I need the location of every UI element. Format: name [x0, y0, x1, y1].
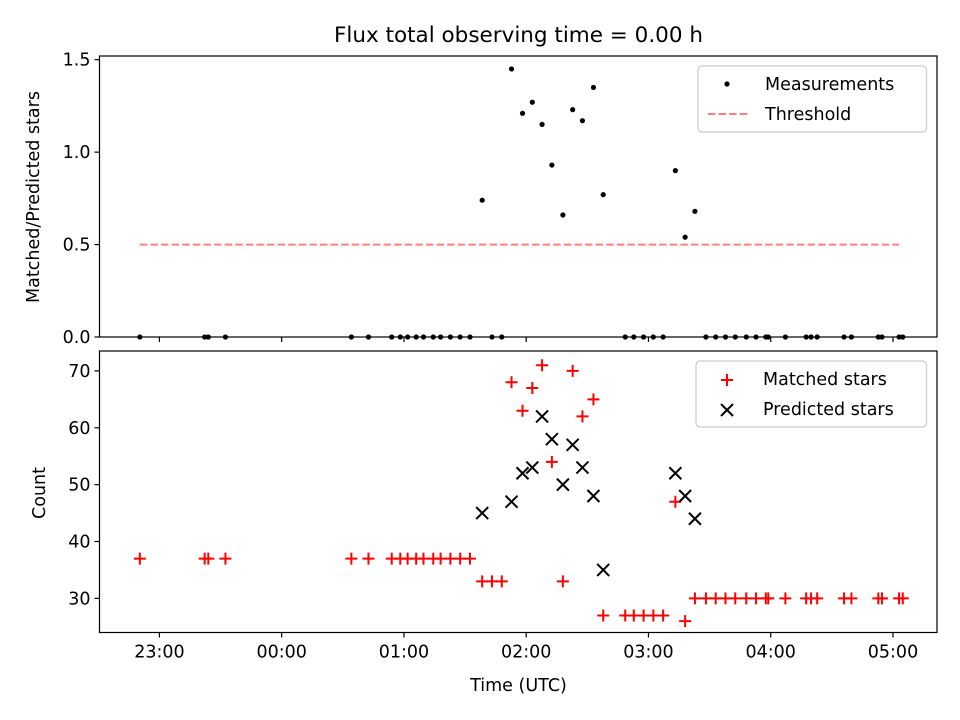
- ratio-legend: Measurements Threshold: [697, 65, 928, 133]
- predicted-stars-point: [525, 460, 540, 475]
- matched-stars-point: [556, 575, 569, 588]
- matched-stars-point: [688, 592, 701, 605]
- x-tick-label: 04:00: [746, 643, 796, 663]
- counts-y-tick-label: 60: [68, 419, 90, 439]
- predicted-stars-point: [475, 506, 489, 520]
- matched-stars-point: [526, 381, 539, 394]
- counts-legend: Matched stars Predicted stars: [695, 360, 928, 428]
- ratio-y-tick-label: 1.5: [63, 51, 91, 71]
- predicted-stars-point: [535, 409, 549, 424]
- counts-y-tick-label: 70: [68, 362, 90, 382]
- legend-matched-marker: [721, 374, 733, 386]
- x-tick-label: 01:00: [379, 643, 429, 663]
- predicted-stars-point: [688, 512, 702, 526]
- counts-axes-frame: [98, 350, 938, 634]
- measurements-point: [549, 162, 555, 168]
- measurements-point: [570, 107, 576, 113]
- predicted-stars-point: [515, 466, 530, 480]
- matched-stars-point: [845, 592, 858, 605]
- matched-stars-point: [345, 552, 358, 565]
- legend-predicted-label: Predicted stars: [763, 400, 894, 420]
- measurements-point: [692, 208, 698, 214]
- matched-stars-point: [516, 404, 529, 417]
- legend-measurements-marker: [724, 81, 730, 87]
- chart-title: Flux total observing time = 0.00 h: [334, 23, 703, 48]
- counts-y-tick-label: 50: [68, 476, 90, 496]
- counts-y-tick-label: 40: [68, 533, 90, 553]
- x-tick-label: 00:00: [256, 643, 306, 663]
- matched-stars-point: [729, 592, 742, 605]
- legend-matched-label: Matched stars: [763, 370, 887, 390]
- predicted-stars-point: [504, 494, 519, 509]
- predicted-stars-point: [556, 477, 570, 492]
- matched-stars-point: [505, 376, 518, 389]
- ratio-x-ticks: [158, 337, 894, 342]
- measurements-point: [600, 192, 606, 198]
- measurements-point: [479, 197, 485, 203]
- panel-counts: 30 40 50 60 70 23:00 00:00 01:00 02:00 03:00 04:0…: [30, 350, 938, 696]
- matched-stars-point: [762, 592, 775, 605]
- counts-x-ticks: 23:00 00:00 01:00 02:00 03:00 04:00 05:00: [134, 632, 918, 663]
- ratio-legend-frame: [697, 65, 928, 133]
- matched-stars-point: [362, 552, 375, 565]
- measurements-point: [590, 84, 597, 91]
- ratio-plot-area: [137, 66, 906, 340]
- predicted-stars-point: [545, 432, 559, 446]
- matched-stars-point: [566, 364, 579, 377]
- matched-stars-point: [896, 592, 909, 605]
- matched-stars-point: [657, 609, 670, 622]
- predicted-stars-point: [565, 438, 580, 452]
- matched-stars-point: [536, 359, 549, 372]
- x-tick-label: 02:00: [501, 643, 551, 663]
- matched-stars-point: [545, 455, 558, 468]
- matched-stars-point: [587, 393, 600, 406]
- matched-stars-point: [875, 592, 888, 605]
- measurements-point: [682, 234, 688, 240]
- measurements-point: [539, 121, 545, 128]
- ratio-y-tick-label: 0.0: [63, 328, 91, 348]
- counts-y-axis-label: Count: [30, 467, 50, 519]
- matched-stars-point: [779, 592, 792, 605]
- predicted-stars-point: [586, 489, 601, 503]
- matched-stars-point: [576, 410, 589, 423]
- matched-stars-point: [202, 552, 215, 565]
- ratio-y-ticks: 0.0 0.5 1.0 1.5: [63, 51, 100, 348]
- ratio-y-tick-label: 0.5: [63, 236, 91, 256]
- matched-stars-point: [219, 552, 232, 565]
- legend-predicted-marker: [720, 403, 734, 417]
- measurements-point: [529, 99, 535, 105]
- matched-stars-point: [495, 575, 508, 588]
- matched-stars-point: [463, 552, 476, 565]
- x-tick-label: 05:00: [868, 643, 918, 663]
- predicted-stars-point: [575, 460, 590, 475]
- predicted-stars-point: [596, 563, 610, 577]
- matched-stars-point: [133, 552, 146, 565]
- counts-legend-frame: [695, 360, 928, 428]
- predicted-stars-point: [678, 489, 692, 503]
- x-tick-label: 03:00: [623, 643, 673, 663]
- ratio-axes-frame: [98, 55, 938, 338]
- matched-stars-point: [811, 592, 824, 605]
- measurements-point: [579, 118, 586, 124]
- panel-ratio: 0.0 0.5 1.0 1.5 Matched/Predicted stars Mea…: [24, 51, 938, 348]
- ratio-y-tick-label: 1.0: [63, 143, 91, 163]
- x-tick-label: 23:00: [134, 643, 184, 663]
- x-axis-label: Time (UTC): [469, 676, 567, 696]
- legend-measurements-label: Measurements: [765, 75, 894, 95]
- ratio-y-axis-label: Matched/Predicted stars: [24, 91, 44, 303]
- measurements-point: [508, 66, 515, 72]
- measurements-point: [519, 110, 526, 116]
- legend-threshold-label: Threshold: [764, 105, 851, 125]
- predicted-stars-point: [668, 466, 683, 480]
- measurements-point: [560, 212, 566, 218]
- measurements-point: [672, 168, 678, 174]
- counts-y-tick-label: 30: [68, 589, 90, 609]
- counts-plot-area: [133, 359, 909, 628]
- matched-stars-point: [597, 609, 610, 622]
- matched-stars-point: [679, 615, 692, 628]
- counts-y-ticks: 30 40 50 60 70: [68, 362, 100, 609]
